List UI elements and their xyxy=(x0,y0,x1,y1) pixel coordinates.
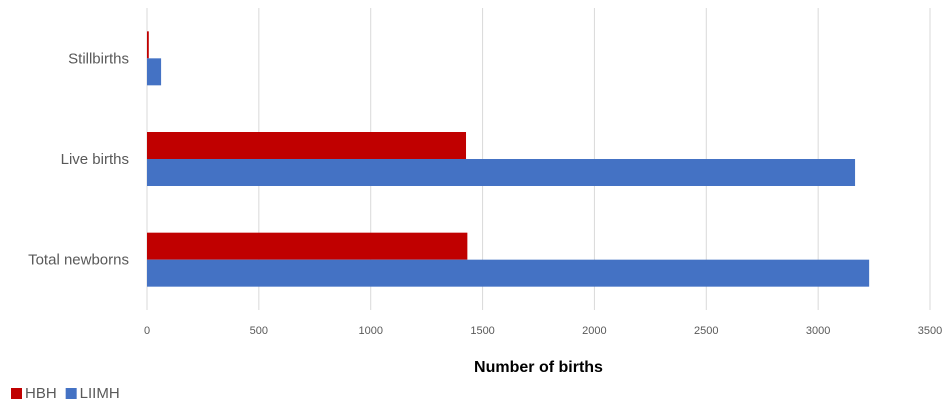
legend-swatch-liimh xyxy=(65,388,77,399)
category-label: Live births xyxy=(61,151,129,168)
bars xyxy=(147,31,870,287)
bar-hbh-total-newborns xyxy=(147,232,468,260)
legend: HBH LIIMH xyxy=(11,385,120,402)
category-labels: Total newborns Live births Stillbirths xyxy=(28,50,129,268)
x-tick-label: 2000 xyxy=(582,325,606,337)
x-axis-title: Number of births xyxy=(474,359,603,376)
x-tick-label: 1000 xyxy=(358,325,382,337)
bar-liimh-stillbirths xyxy=(147,58,162,86)
x-tick-labels: 0 500 1000 1500 2000 2500 3000 3500 xyxy=(144,325,942,337)
bar-hbh-stillbirths xyxy=(147,31,149,59)
legend-label-hbh: HBH xyxy=(25,385,57,402)
bar-liimh-live-births xyxy=(147,159,856,186)
legend-label-liimh: LIIMH xyxy=(80,385,120,402)
x-tick-label: 0 xyxy=(144,325,150,337)
bar-liimh-total-newborns xyxy=(147,259,870,287)
x-tick-label: 500 xyxy=(250,325,268,337)
x-tick-label: 1500 xyxy=(470,325,494,337)
x-tick-label: 2500 xyxy=(694,325,718,337)
category-label: Stillbirths xyxy=(68,50,129,67)
x-tick-label: 3500 xyxy=(918,325,942,337)
bar-hbh-live-births xyxy=(147,132,467,159)
category-label: Total newborns xyxy=(28,252,129,269)
x-tick-label: 3000 xyxy=(806,325,830,337)
legend-swatch-hbh xyxy=(11,388,22,399)
